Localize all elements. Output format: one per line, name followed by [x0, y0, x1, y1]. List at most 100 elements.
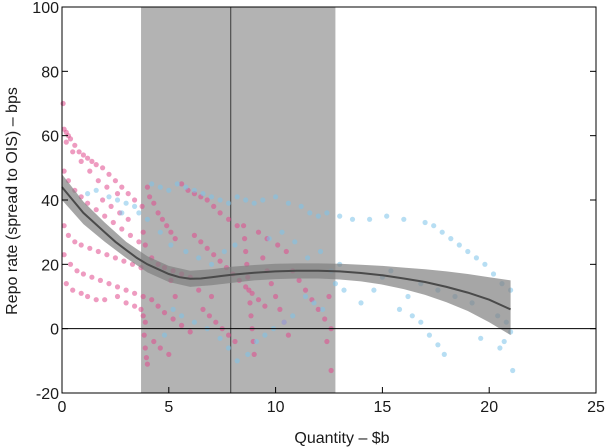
blue-data-point [170, 306, 176, 312]
pink-data-point [63, 281, 69, 287]
pink-data-point [251, 351, 257, 357]
blue-data-point [106, 194, 112, 200]
blue-data-point [337, 213, 343, 219]
x-tick-label: 25 [587, 399, 605, 416]
blue-data-point [217, 197, 223, 203]
y-tick-label: 0 [50, 322, 59, 339]
blue-data-point [251, 200, 257, 206]
pink-data-point [61, 168, 67, 174]
pink-data-point [139, 203, 145, 209]
pink-data-point [151, 200, 157, 206]
pink-data-point [132, 303, 138, 309]
fit-curve-layer [61, 174, 512, 336]
pink-data-point [132, 290, 138, 296]
pink-data-point [65, 232, 71, 238]
pink-data-point [283, 248, 289, 255]
y-axis-title: Repo rate (spread to OIS) – bps [4, 87, 21, 315]
pink-data-point [226, 216, 232, 222]
blue-data-point [234, 358, 240, 364]
blue-data-point [371, 287, 377, 293]
blue-data-point [174, 181, 180, 187]
pink-data-point [67, 261, 74, 267]
pink-data-point [179, 322, 185, 328]
pink-data-point [155, 210, 161, 216]
pink-data-point [161, 310, 168, 316]
pink-data-point [211, 203, 217, 209]
pink-data-point [213, 319, 219, 325]
pink-data-point [123, 300, 129, 306]
blue-data-point [136, 210, 142, 216]
pink-data-point [142, 319, 148, 325]
blue-data-point [217, 335, 223, 341]
blue-data-point [305, 255, 311, 261]
pink-data-point [249, 290, 255, 296]
pink-data-point [255, 297, 262, 303]
y-tick-label: 40 [41, 193, 59, 210]
pink-data-point [315, 306, 321, 312]
pink-data-point [172, 293, 178, 300]
blue-data-point [161, 332, 168, 338]
pink-data-point [140, 229, 146, 235]
pink-data-point [232, 338, 238, 345]
blue-data-point [157, 184, 163, 190]
pink-data-point [285, 332, 291, 338]
pink-data-point [87, 168, 93, 174]
blue-data-point [234, 194, 240, 200]
pink-data-point [246, 287, 252, 293]
blue-data-point [482, 261, 488, 267]
pink-data-point [121, 258, 127, 264]
pink-data-point [95, 248, 101, 255]
pink-data-point [80, 152, 86, 158]
blue-data-point [501, 338, 507, 345]
y-tick-label: 60 [41, 129, 59, 146]
blue-data-point [262, 332, 268, 338]
x-tick-label: 10 [267, 399, 285, 416]
pink-data-point [206, 313, 212, 319]
blue-data-point [320, 306, 326, 312]
pink-data-point [127, 232, 133, 238]
pink-data-point [110, 219, 116, 226]
pink-data-point [151, 338, 157, 345]
pink-data-point [140, 313, 146, 319]
pink-data-point [143, 355, 149, 361]
pink-data-point [119, 184, 125, 190]
blue-data-point [119, 210, 125, 216]
blue-data-point [324, 210, 330, 216]
blue-data-point [409, 313, 415, 319]
x-tick-label: 20 [480, 399, 498, 416]
blue-data-point [441, 351, 447, 357]
blue-data-point [315, 213, 321, 219]
pink-data-point [255, 229, 262, 235]
pink-data-point [142, 345, 148, 351]
pink-data-point [114, 191, 121, 197]
blue-data-point [226, 200, 232, 206]
pink-data-point [136, 239, 142, 245]
pink-data-point [114, 293, 121, 300]
pink-data-point [166, 351, 172, 357]
blue-data-point [435, 342, 441, 348]
pink-data-point [234, 223, 240, 229]
blue-data-point [426, 332, 432, 338]
pink-data-point [211, 252, 217, 258]
blue-data-point [279, 229, 285, 235]
pink-data-point [138, 306, 144, 312]
pink-data-point [204, 197, 210, 203]
blue-data-point [285, 200, 291, 206]
blue-data-point [144, 216, 150, 222]
blue-data-point [114, 197, 121, 203]
blue-data-point [183, 248, 189, 255]
pink-data-point [243, 284, 249, 290]
blue-data-point [431, 223, 437, 229]
blue-data-point [157, 229, 163, 235]
pink-data-point [123, 287, 129, 293]
pink-data-point [104, 252, 110, 258]
pink-data-point [243, 248, 249, 255]
pink-data-point [93, 297, 99, 303]
pink-data-point [144, 184, 150, 190]
blue-data-point [311, 300, 317, 306]
pink-data-point [187, 329, 193, 335]
pink-data-point [170, 316, 176, 322]
pink-data-point [179, 181, 185, 187]
blue-data-point [245, 351, 251, 357]
blue-data-point [418, 319, 424, 325]
